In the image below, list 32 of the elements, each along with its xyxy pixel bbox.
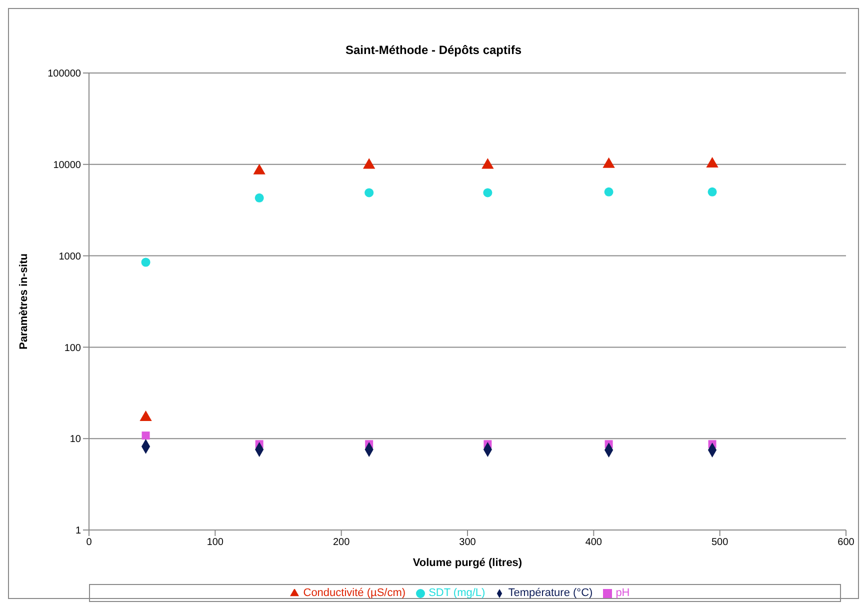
point: [364, 188, 374, 198]
y-tick-label: 10: [70, 434, 82, 446]
chart-title: Saint-Méthode - Dépôts captifs: [344, 42, 522, 59]
point: [708, 187, 717, 196]
point: [254, 193, 264, 202]
x-tick-label: 0: [86, 537, 92, 548]
x-tick-label: 200: [332, 537, 350, 548]
legend-label: pH: [616, 587, 630, 599]
legend-label: Conductivité (µS/cm): [303, 587, 406, 599]
x-tick-label: 500: [711, 537, 729, 548]
y-tick-label: 100000: [48, 68, 82, 80]
x-tick-label: 100: [206, 537, 224, 548]
y-axis-title: Paramètres in-situ: [18, 254, 30, 350]
point: [142, 432, 150, 440]
point: [363, 158, 376, 169]
point: [253, 164, 266, 174]
point: [482, 158, 494, 169]
y-tick-label: 10000: [53, 160, 82, 171]
y-tick-label: 100: [64, 342, 82, 354]
point: [604, 187, 614, 196]
point: [483, 188, 492, 198]
y-tick-label: 1: [75, 526, 82, 537]
y-tick-label: 1000: [58, 251, 82, 262]
x-axis-title: Volume purgé (litres): [412, 557, 522, 569]
point: [706, 156, 718, 168]
x-tick-label: 300: [459, 537, 476, 548]
point: [602, 157, 615, 168]
x-tick-label: 400: [585, 537, 602, 548]
x-tick-label: 600: [838, 537, 855, 548]
legend-label: SDT (mg/L): [428, 587, 486, 599]
point: [141, 258, 150, 267]
legend-label: Température (°C): [508, 587, 593, 599]
